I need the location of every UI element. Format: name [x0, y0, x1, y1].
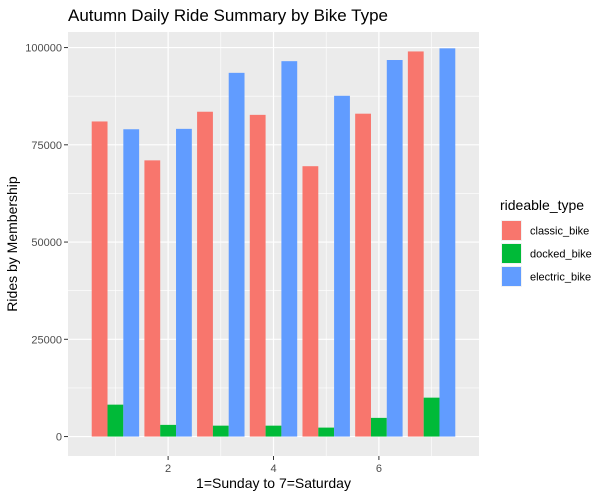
x-tick-label: 6: [376, 463, 382, 475]
bar-classic_bike: [249, 114, 266, 437]
bar-electric_bike: [334, 95, 350, 437]
bar-classic_bike: [144, 160, 161, 437]
bar-docked_bike: [212, 425, 229, 437]
bar-electric_bike: [386, 60, 403, 437]
legend-swatch-docked_bike: [502, 244, 521, 263]
bars: [91, 48, 456, 437]
legend: rideable_type classic_bike docked_bikeele…: [500, 197, 592, 287]
x-tick-label: 4: [270, 463, 276, 475]
bar-classic_bike: [355, 113, 371, 437]
legend-swatch-electric_bike: [502, 267, 521, 286]
bar-classic_bike: [197, 111, 213, 437]
y-tick-label: 25000: [31, 334, 62, 346]
legend-swatch-classic_bike: [502, 221, 521, 240]
bar-electric_bike: [176, 128, 192, 437]
legend-title: rideable_type: [500, 197, 584, 213]
bar-docked_bike: [318, 427, 335, 437]
x-axis-title: 1=Sunday to 7=Saturday: [196, 475, 351, 491]
y-axis: 0 25000 50000 75000 100000: [25, 43, 68, 444]
bar-docked_bike: [265, 425, 282, 437]
x-axis: 2 4 6: [165, 456, 382, 475]
legend-label-docked_bike: docked_bike: [530, 249, 592, 261]
bar-docked_bike: [370, 417, 387, 437]
y-tick-label: 75000: [31, 140, 62, 152]
y-tick-label: 100000: [25, 43, 62, 55]
bar-electric_bike: [228, 72, 245, 437]
gridlines: [68, 32, 479, 456]
bar-docked_bike: [423, 397, 440, 437]
y-axis-title: Rides by Membership: [4, 176, 20, 312]
bar-classic_bike: [302, 166, 319, 437]
y-tick-label: 0: [56, 432, 62, 444]
bar-electric_bike: [123, 129, 140, 437]
legend-label-electric_bike: electric_bike: [530, 272, 591, 284]
x-tick-label: 2: [165, 463, 171, 475]
legend-label-classic_bike: classic_bike: [530, 226, 589, 238]
chart-title: Autumn Daily Ride Summary by Bike Type: [68, 6, 388, 25]
bar-classic_bike: [407, 51, 424, 437]
bar-electric_bike: [439, 48, 456, 437]
bar-electric_bike: [281, 61, 298, 437]
bar-docked_bike: [160, 424, 177, 437]
bar-docked_bike: [107, 404, 124, 437]
bar-classic_bike: [91, 121, 108, 437]
y-tick-label: 50000: [31, 237, 62, 249]
